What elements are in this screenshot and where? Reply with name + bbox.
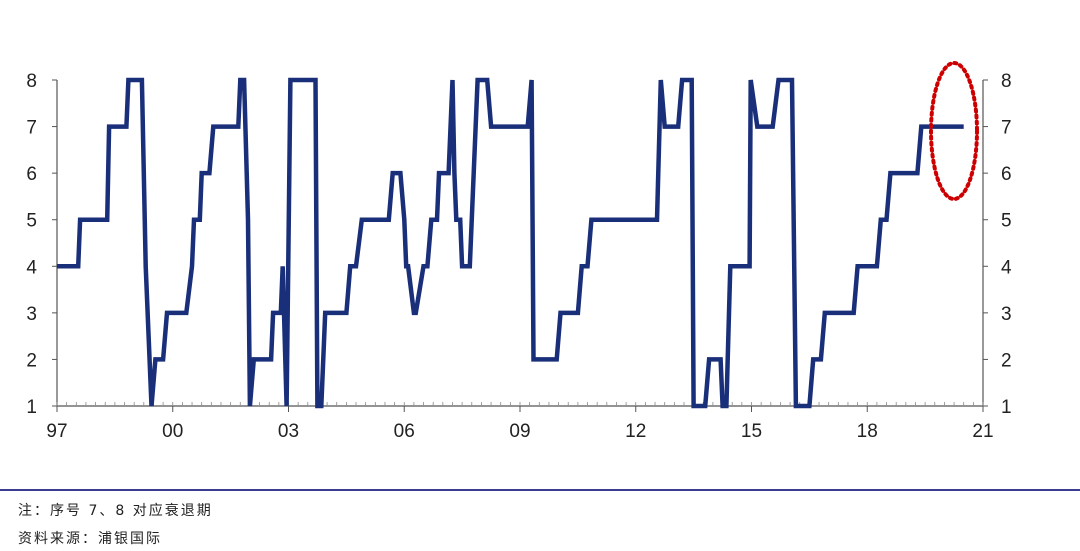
footer-note: 注：序号 7、8 对应衰退期	[18, 503, 213, 519]
chart-axes	[56, 80, 984, 407]
footer-divider	[0, 489, 1080, 491]
y-tick-label-right: 8	[1001, 71, 1012, 92]
y-tick-label-right: 4	[1001, 257, 1012, 278]
x-tick-label: 03	[278, 421, 299, 442]
y-tick-label-left: 1	[26, 397, 37, 418]
x-tick-label: 21	[972, 421, 993, 442]
chart: 1 12 23 34 45 56 67 78 897 00 03 06 09 12 15 18 21	[26, 61, 1012, 442]
series-line	[57, 77, 964, 409]
y-tick-label-left: 4	[26, 257, 37, 278]
y-tick-label-right: 5	[1001, 211, 1012, 232]
x-tick-label: 12	[625, 421, 646, 442]
footer-source: 资料来源：浦银国际	[18, 531, 162, 547]
x-tick-label: 00	[162, 421, 183, 442]
y-tick-label-left: 2	[26, 350, 37, 371]
y-tick-label-right: 2	[1001, 350, 1012, 371]
x-tick-label: 15	[741, 421, 762, 442]
highlight-ellipse	[929, 61, 979, 201]
chart-annotation	[929, 61, 979, 201]
x-tick-label: 97	[46, 421, 67, 442]
x-tick-label: 09	[509, 421, 530, 442]
y-tick-label-left: 7	[26, 118, 37, 139]
y-tick-label-right: 7	[1001, 118, 1012, 139]
y-tick-label-right: 6	[1001, 164, 1012, 185]
chart-lines	[57, 77, 964, 409]
y-tick-label-left: 5	[26, 211, 37, 232]
x-tick-label: 18	[857, 421, 878, 442]
y-tick-label-right: 3	[1001, 304, 1012, 325]
y-tick-label-left: 3	[26, 304, 37, 325]
y-tick-label-left: 8	[26, 71, 37, 92]
chart-ticks: 1 12 23 34 45 56 67 78 897 00 03 06 09 12 15 18 21	[26, 71, 1012, 442]
y-tick-label-right: 1	[1001, 397, 1012, 418]
x-tick-label: 06	[394, 421, 415, 442]
y-tick-label-left: 6	[26, 164, 37, 185]
